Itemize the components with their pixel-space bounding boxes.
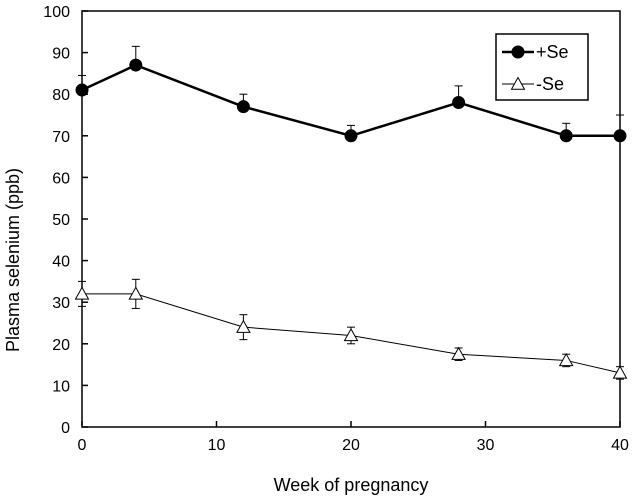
data-point (558, 352, 574, 367)
data-point (613, 129, 627, 143)
data-point (612, 365, 628, 379)
data-point (559, 129, 573, 143)
x-tick-label: 30 (477, 437, 495, 454)
x-tick-label: 20 (342, 437, 360, 454)
legend-label: +Se (536, 42, 569, 62)
data-point (452, 96, 466, 110)
y-tick-label: 0 (61, 420, 70, 437)
series-layer (74, 45, 628, 380)
y-tick-label: 10 (52, 378, 70, 395)
y-axis-ticks: 0 10 20 30 40 50 60 70 80 90 100 (43, 4, 88, 437)
x-axis-ticks: 0 10 20 30 40 (78, 421, 629, 454)
y-tick-label: 50 (52, 212, 70, 229)
y-tick-label: 30 (52, 295, 70, 312)
data-point (236, 319, 251, 333)
y-tick-label: 100 (43, 4, 70, 21)
data-point (344, 129, 358, 143)
y-tick-label: 20 (52, 337, 70, 354)
data-point (451, 346, 466, 360)
legend: +Se -Se (495, 33, 589, 101)
data-point (128, 286, 144, 300)
data-point (129, 58, 143, 72)
series-minus-se (74, 278, 628, 380)
data-point (74, 286, 90, 300)
x-tick-label: 0 (78, 437, 87, 454)
y-tick-label: 80 (52, 87, 70, 104)
data-point (236, 100, 250, 114)
y-tick-label: 70 (52, 129, 70, 146)
legend-marker (510, 76, 526, 90)
legend-marker (511, 45, 525, 59)
data-point (75, 83, 89, 97)
y-axis-title: Plasma selenium (ppb) (3, 168, 23, 352)
x-tick-label: 10 (208, 437, 226, 454)
x-tick-label: 40 (611, 437, 629, 454)
x-axis-title: Week of pregnancy (274, 475, 429, 495)
y-tick-label: 60 (52, 170, 70, 187)
y-tick-label: 90 (52, 46, 70, 63)
data-point (343, 327, 359, 342)
series-plus-se (75, 45, 627, 143)
y-tick-label: 40 (52, 254, 70, 271)
legend-label: -Se (536, 74, 564, 94)
